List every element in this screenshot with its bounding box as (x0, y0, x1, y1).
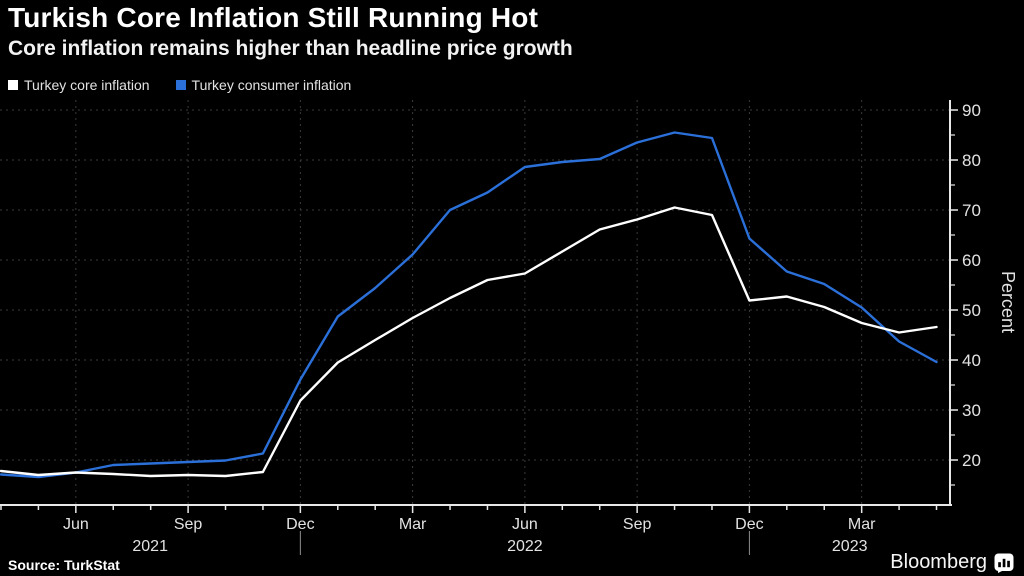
y-tick-label: 90 (962, 101, 981, 120)
turkey-core-inflation-line (0, 206, 938, 478)
y-tick-label: 70 (962, 201, 981, 220)
x-tick-label: Sep (623, 516, 652, 533)
y-tick-label: 40 (962, 351, 981, 370)
y-tick-label: 30 (962, 401, 981, 420)
y-tick-label: 60 (962, 251, 981, 270)
x-tick-label: Dec (735, 516, 763, 533)
legend-label-core: Turkey core inflation (24, 77, 150, 93)
legend: Turkey core inflation Turkey consumer in… (8, 77, 351, 93)
year-label: 2022 (507, 538, 543, 555)
bloomberg-chart-bubble-icon (994, 553, 1014, 573)
core-inflation-swatch-icon (8, 80, 18, 90)
year-label: 2023 (832, 538, 868, 555)
y-axis-title: Percent (998, 271, 1018, 333)
y-tick-label: 20 (962, 451, 981, 470)
consumer-inflation-swatch-icon (175, 80, 186, 90)
x-tick-label: Mar (399, 516, 427, 533)
legend-label-consumer: Turkey consumer inflation (191, 77, 352, 93)
bloomberg-logo: Bloomberg (890, 551, 1014, 574)
turkey-consumer-inflation-line (0, 131, 938, 479)
y-tick-label: 80 (962, 151, 981, 170)
bloomberg-wordmark: Bloomberg (890, 551, 987, 573)
x-tick-label: Dec (286, 516, 314, 533)
legend-item-core: Turkey core inflation (8, 77, 150, 93)
source-text: Source: TurkStat (8, 557, 120, 573)
x-tick-label: Jun (63, 516, 89, 533)
x-tick-label: Jun (512, 516, 538, 533)
legend-item-consumer: Turkey consumer inflation (175, 77, 352, 93)
chart-title: Turkish Core Inflation Still Running Hot (8, 2, 539, 33)
chart-subtitle: Core inflation remains higher than headl… (8, 37, 573, 60)
x-tick-label: Mar (848, 516, 876, 533)
year-label: 2021 (132, 538, 168, 555)
y-tick-label: 50 (962, 301, 981, 320)
x-tick-label: Sep (174, 516, 203, 533)
